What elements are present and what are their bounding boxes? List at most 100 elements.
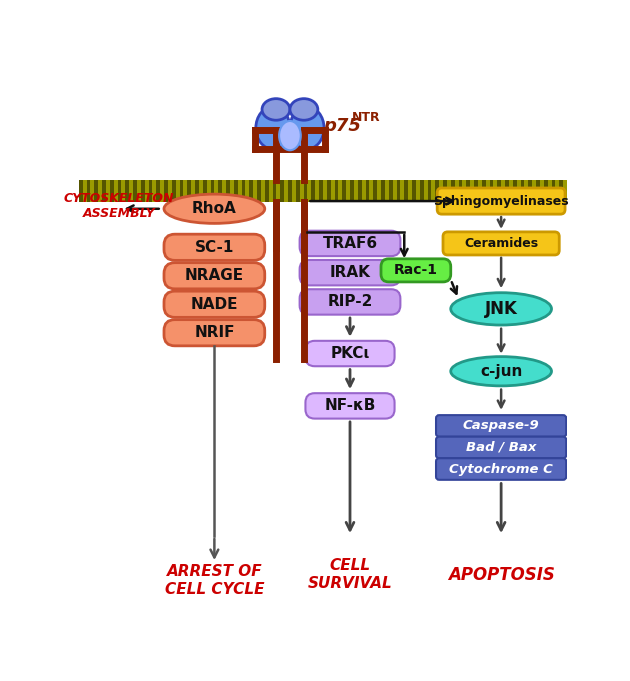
Bar — [459, 180, 462, 202]
Bar — [505, 180, 509, 202]
Ellipse shape — [279, 121, 301, 151]
Bar — [195, 180, 199, 202]
Ellipse shape — [262, 99, 290, 121]
FancyBboxPatch shape — [306, 340, 394, 366]
Text: SC-1: SC-1 — [195, 240, 234, 255]
Text: PKCι: PKCι — [330, 346, 370, 361]
Text: Ceramides: Ceramides — [464, 237, 538, 250]
Bar — [172, 180, 176, 202]
Bar — [520, 180, 524, 202]
Bar — [110, 180, 113, 202]
Text: p75: p75 — [323, 117, 361, 136]
Bar — [474, 180, 478, 202]
FancyBboxPatch shape — [164, 263, 265, 289]
Bar — [544, 180, 547, 202]
Bar — [420, 180, 423, 202]
Text: RIP-2: RIP-2 — [328, 294, 373, 309]
Bar — [559, 180, 563, 202]
Bar — [156, 180, 160, 202]
FancyBboxPatch shape — [164, 319, 265, 346]
Bar — [450, 180, 455, 202]
Ellipse shape — [450, 293, 551, 325]
Bar — [125, 180, 129, 202]
Bar — [466, 180, 470, 202]
Text: NADE: NADE — [191, 297, 238, 312]
Bar — [273, 180, 277, 202]
Bar — [133, 180, 137, 202]
Bar — [164, 180, 168, 202]
Text: NRAGE: NRAGE — [185, 268, 244, 283]
FancyBboxPatch shape — [79, 180, 567, 202]
FancyBboxPatch shape — [436, 415, 566, 437]
Text: Sphingomyelinases: Sphingomyelinases — [433, 195, 569, 208]
Bar — [203, 180, 207, 202]
FancyBboxPatch shape — [164, 234, 265, 260]
Bar — [358, 180, 362, 202]
Bar — [304, 180, 307, 202]
Bar — [102, 180, 106, 202]
Text: CYTOSKELETON
ASSEMBLY: CYTOSKELETON ASSEMBLY — [64, 193, 175, 221]
Text: Caspase-9: Caspase-9 — [463, 419, 539, 432]
Bar — [149, 180, 152, 202]
Bar — [79, 180, 83, 202]
Ellipse shape — [164, 194, 265, 223]
Bar — [350, 180, 354, 202]
Bar — [342, 180, 346, 202]
Bar — [280, 180, 284, 202]
FancyBboxPatch shape — [443, 232, 559, 255]
Bar — [94, 180, 98, 202]
Bar — [257, 180, 261, 202]
Text: TRAF6: TRAF6 — [323, 236, 377, 251]
Ellipse shape — [290, 99, 318, 121]
Text: APOPTOSIS: APOPTOSIS — [448, 565, 554, 584]
FancyBboxPatch shape — [436, 437, 566, 458]
Bar — [210, 180, 214, 202]
Text: RhoA: RhoA — [192, 202, 237, 217]
FancyBboxPatch shape — [306, 393, 394, 419]
Bar — [241, 180, 245, 202]
Text: ARREST OF
CELL CYCLE: ARREST OF CELL CYCLE — [164, 565, 264, 597]
Bar — [288, 180, 292, 202]
Bar — [528, 180, 532, 202]
Text: NF-κB: NF-κB — [324, 398, 375, 413]
Bar — [536, 180, 540, 202]
Bar — [396, 180, 401, 202]
Bar — [443, 180, 447, 202]
Bar — [118, 180, 122, 202]
Bar — [234, 180, 238, 202]
FancyBboxPatch shape — [436, 458, 566, 480]
Bar — [218, 180, 222, 202]
Bar — [365, 180, 369, 202]
Bar — [482, 180, 486, 202]
Ellipse shape — [256, 107, 290, 149]
Bar — [140, 180, 145, 202]
Ellipse shape — [290, 107, 324, 149]
Bar — [497, 180, 501, 202]
Text: Cytochrome C: Cytochrome C — [449, 462, 553, 475]
FancyBboxPatch shape — [300, 231, 401, 256]
Text: JNK: JNK — [484, 300, 518, 318]
Bar — [404, 180, 408, 202]
Bar — [551, 180, 556, 202]
Bar — [319, 180, 323, 202]
Bar — [490, 180, 493, 202]
Bar — [435, 180, 439, 202]
Text: c-jun: c-jun — [480, 364, 522, 379]
Bar — [187, 180, 191, 202]
FancyBboxPatch shape — [381, 259, 450, 282]
FancyBboxPatch shape — [300, 260, 401, 285]
Bar — [265, 180, 268, 202]
Bar — [249, 180, 253, 202]
Text: CELL
SURVIVAL: CELL SURVIVAL — [307, 558, 392, 590]
FancyBboxPatch shape — [164, 291, 265, 317]
Text: Rac-1: Rac-1 — [394, 264, 438, 277]
Bar — [335, 180, 338, 202]
Bar — [295, 180, 300, 202]
Text: Bad / Bax: Bad / Bax — [466, 441, 536, 454]
FancyBboxPatch shape — [300, 289, 401, 315]
Text: IRAK: IRAK — [329, 265, 370, 280]
Bar — [428, 180, 432, 202]
Bar — [311, 180, 315, 202]
Ellipse shape — [450, 357, 551, 386]
FancyBboxPatch shape — [437, 188, 565, 214]
